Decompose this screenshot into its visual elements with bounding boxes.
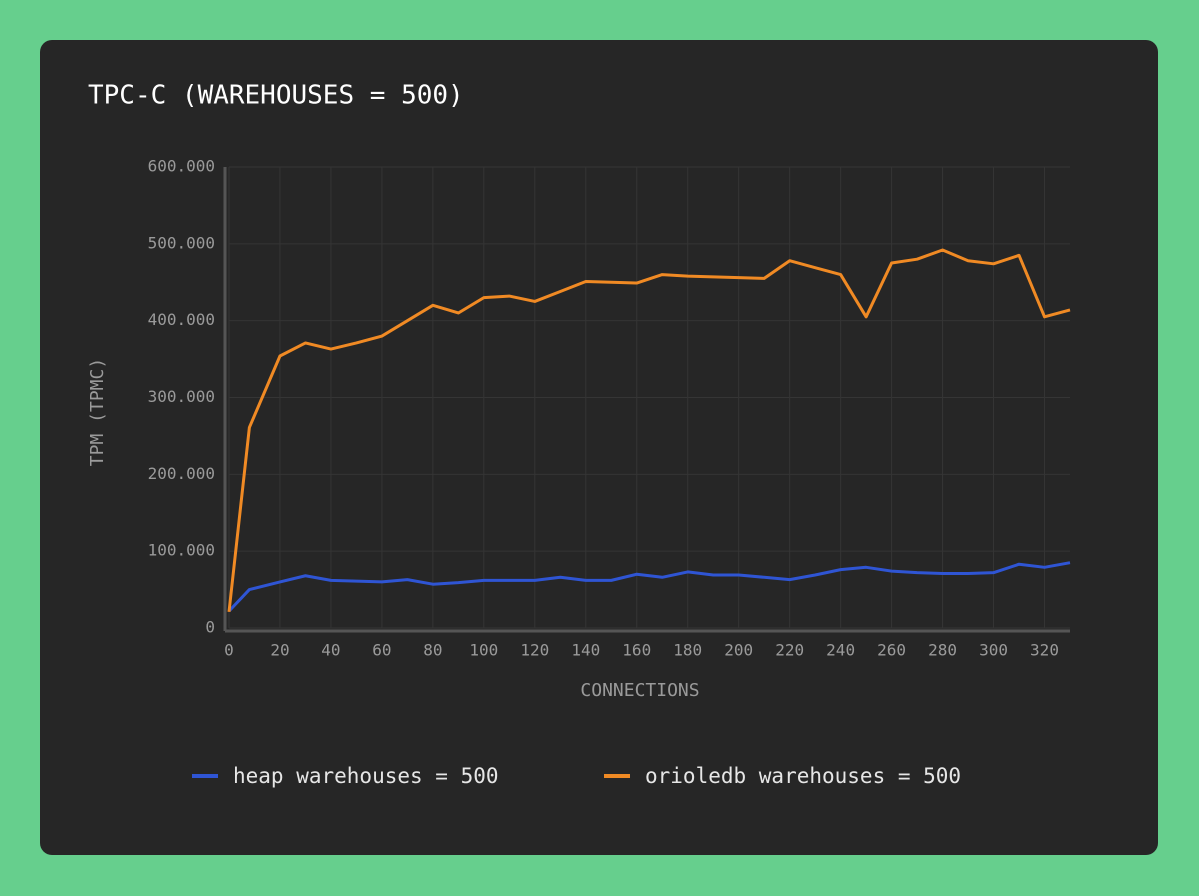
y-tick-label: 300.000 — [148, 387, 215, 406]
x-tick-label: 220 — [775, 641, 804, 660]
y-tick-label: 100.000 — [148, 541, 215, 560]
x-axis-label: CONNECTIONS — [580, 680, 699, 701]
x-tick-label: 40 — [321, 641, 340, 660]
series-line — [227, 561, 1071, 613]
x-tick-label: 260 — [877, 641, 906, 660]
legend-label: heap warehouses = 500 — [233, 764, 499, 788]
y-axis-label: TPM (TPMC) — [87, 358, 108, 466]
x-tick-label: 280 — [928, 641, 957, 660]
y-tick-label: 0 — [205, 618, 215, 637]
y-tick-label: 200.000 — [148, 464, 215, 483]
x-tick-label: 20 — [270, 641, 289, 660]
legend-label: orioledb warehouses = 500 — [645, 764, 961, 788]
x-tick-label: 180 — [673, 641, 702, 660]
x-tick-label: 320 — [1030, 641, 1059, 660]
x-tick-label: 300 — [979, 641, 1008, 660]
chart-title: TPC-C (WAREHOUSES = 500) — [88, 81, 464, 111]
x-tick-label: 240 — [826, 641, 855, 660]
x-tick-label: 60 — [372, 641, 391, 660]
y-tick-label: 400.000 — [148, 310, 215, 329]
x-tick-label: 200 — [724, 641, 753, 660]
x-tick-label: 160 — [622, 641, 651, 660]
y-tick-label: 600.000 — [148, 157, 215, 176]
series-line — [227, 248, 1071, 613]
x-tick-label: 80 — [423, 641, 442, 660]
x-tick-label: 0 — [224, 641, 234, 660]
x-tick-label: 100 — [469, 641, 498, 660]
x-tick-label: 120 — [520, 641, 549, 660]
x-tick-label: 140 — [571, 641, 600, 660]
y-tick-label: 500.000 — [148, 233, 215, 252]
